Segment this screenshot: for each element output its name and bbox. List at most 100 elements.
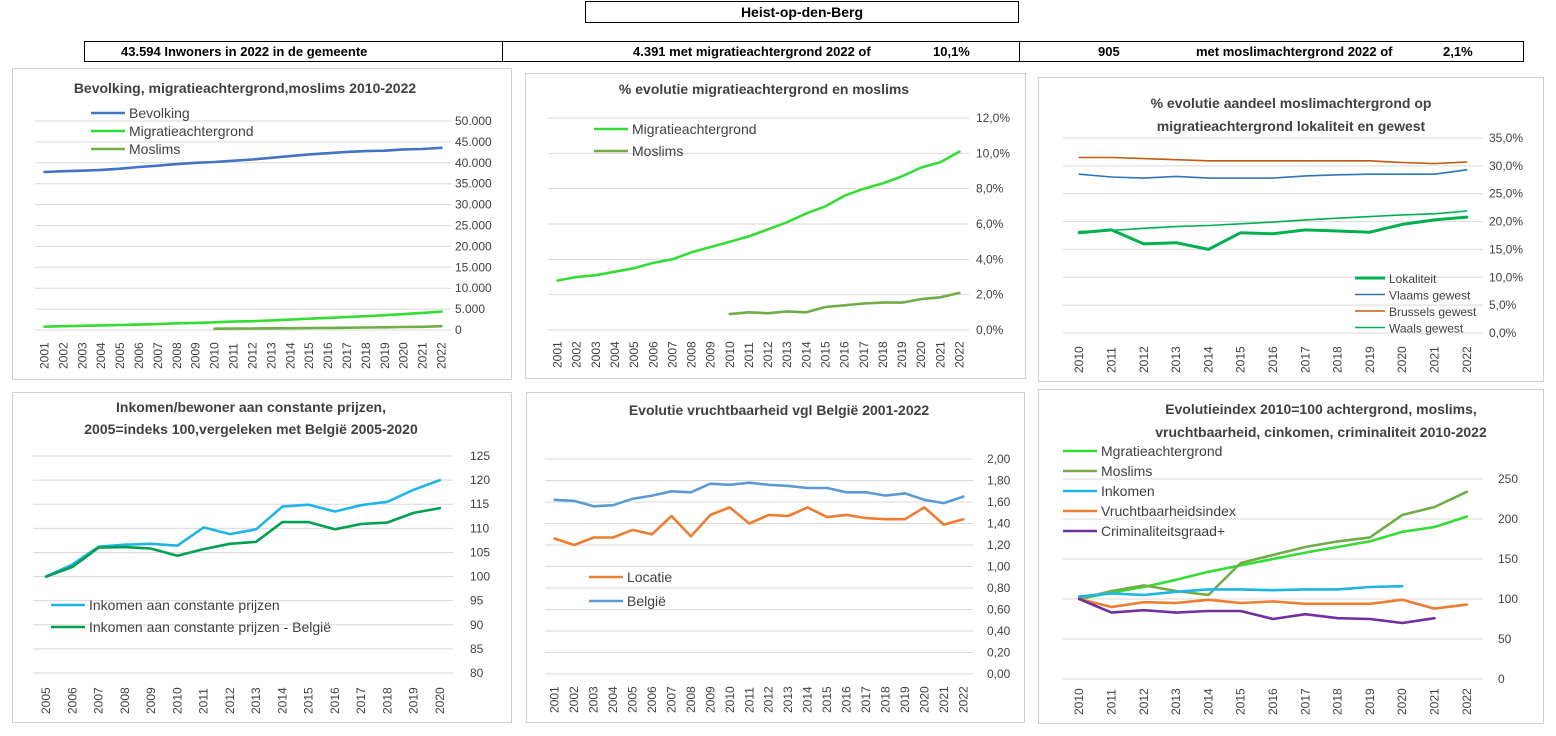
series-line xyxy=(1077,584,1404,598)
x-tick-label: 2003 xyxy=(589,341,603,368)
x-tick-label: 2017 xyxy=(354,687,368,714)
y-tick-label: 8,0% xyxy=(976,182,1004,196)
x-tick-label: 2013 xyxy=(249,687,263,714)
x-tick-label: 2005 xyxy=(627,341,641,368)
x-tick-label: 2010 xyxy=(1072,346,1086,373)
y-tick-label: 25.000 xyxy=(455,219,492,233)
y-tick-label: 15,0% xyxy=(1489,242,1523,256)
y-tick-label: 35.000 xyxy=(455,177,492,191)
y-tick-label: 105 xyxy=(470,545,490,559)
chart-svg: Evolutie vruchtbaarheid vgl België 2001-… xyxy=(545,402,1011,713)
x-tick-label: 2020 xyxy=(1395,688,1409,715)
legend-label: Waals gewest xyxy=(1389,322,1464,336)
x-tick-label: 2017 xyxy=(1298,346,1312,373)
x-tick-label: 2010 xyxy=(208,342,222,369)
legend-label: België xyxy=(627,593,666,609)
chart-pct-migration: % evolutie migratieachtergrond en moslim… xyxy=(525,73,1026,379)
stat-muslim-number: 905 xyxy=(1098,44,1120,59)
legend-label: Migratieachtergrond xyxy=(129,123,254,139)
x-tick-label: 2022 xyxy=(435,342,449,369)
page-title: Heist-op-den-Berg xyxy=(585,1,1019,23)
x-tick-label: 2015 xyxy=(818,341,832,368)
x-tick-label: 2015 xyxy=(302,342,316,369)
y-tick-label: 85 xyxy=(470,642,484,656)
x-tick-label: 2001 xyxy=(37,342,51,369)
y-tick-label: 1,40 xyxy=(987,517,1011,531)
y-tick-label: 100 xyxy=(1498,592,1518,606)
x-tick-label: 2014 xyxy=(275,687,289,714)
x-tick-label: 2002 xyxy=(56,342,70,369)
legend-label: Locatie xyxy=(627,569,672,585)
y-tick-label: 2,00 xyxy=(987,452,1011,466)
y-tick-label: 5,0% xyxy=(1489,298,1517,312)
stat-migration-text: 4.391 met migratieachtergrond 2022 of xyxy=(633,44,871,59)
x-tick-label: 2009 xyxy=(144,687,158,714)
x-tick-label: 2012 xyxy=(1137,346,1151,373)
legend-label: Inkomen aan constante prijzen - België xyxy=(89,619,331,635)
stat-muslim-pct: 2,1% xyxy=(1443,44,1473,59)
series-line xyxy=(1078,169,1468,179)
x-tick-label: 2022 xyxy=(1460,346,1474,373)
x-tick-label: 2007 xyxy=(665,341,679,368)
chart-title: % evolutie aandeel moslimachtergrond op xyxy=(1151,95,1432,111)
y-tick-label: 0,40 xyxy=(987,624,1011,638)
x-tick-label: 2008 xyxy=(685,341,699,368)
legend-label: Moslims xyxy=(129,141,180,157)
x-tick-label: 2012 xyxy=(223,687,237,714)
x-tick-label: 2022 xyxy=(1460,688,1474,715)
series-line xyxy=(43,310,443,328)
x-tick-label: 2018 xyxy=(876,341,890,368)
x-tick-label: 2016 xyxy=(1266,346,1280,373)
x-tick-label: 2017 xyxy=(859,686,873,713)
chart-population: Bevolking, migratieachtergrond,moslims 2… xyxy=(12,68,512,380)
x-tick-label: 2010 xyxy=(1072,688,1086,715)
x-tick-label: 2013 xyxy=(781,686,795,713)
y-tick-label: 45.000 xyxy=(455,135,492,149)
y-tick-label: 30.000 xyxy=(455,198,492,212)
y-tick-label: 10,0% xyxy=(1489,270,1523,284)
y-tick-label: 200 xyxy=(1498,512,1518,526)
x-tick-label: 2004 xyxy=(606,686,620,713)
x-tick-label: 2011 xyxy=(227,343,241,369)
x-tick-label: 2022 xyxy=(956,686,970,713)
y-tick-label: 0,60 xyxy=(987,603,1011,617)
y-tick-label: 1,20 xyxy=(987,538,1011,552)
y-tick-label: 95 xyxy=(470,594,484,608)
legend-label: Criminaliteitsgraad+ xyxy=(1101,523,1225,539)
x-tick-label: 2022 xyxy=(952,341,966,368)
series-line xyxy=(553,506,965,547)
x-tick-label: 2014 xyxy=(799,341,813,368)
chart-title: vruchtbaarheid, cinkomen, criminaliteit … xyxy=(1155,424,1487,440)
x-tick-label: 2011 xyxy=(1104,689,1118,715)
chart-pct-muslim-share: % evolutie aandeel moslimachtergrond op m… xyxy=(1038,77,1544,382)
x-tick-label: 2016 xyxy=(321,342,335,369)
y-tick-label: 0,80 xyxy=(987,581,1011,595)
series-line xyxy=(728,291,961,316)
legend-label: Moslims xyxy=(1101,463,1152,479)
x-tick-label: 2013 xyxy=(264,342,278,369)
x-tick-label: 2017 xyxy=(1298,688,1312,715)
stats-row: 43.594 Inwoners in 2022 in de gemeente 4… xyxy=(84,41,1524,62)
x-tick-label: 2013 xyxy=(1169,346,1183,373)
x-tick-label: 2016 xyxy=(1266,688,1280,715)
x-tick-label: 2014 xyxy=(283,342,297,369)
x-tick-label: 2002 xyxy=(567,686,581,713)
stat-muslim-cell: 905 met moslimachtergrond 2022 of 2,1% xyxy=(1020,42,1523,61)
x-tick-label: 2006 xyxy=(646,341,660,368)
x-tick-label: 2003 xyxy=(75,342,89,369)
x-tick-label: 2021 xyxy=(937,686,951,713)
legend-label: Brussels gewest xyxy=(1389,305,1477,319)
y-tick-label: 30,0% xyxy=(1489,159,1523,173)
x-tick-label: 2008 xyxy=(170,342,184,369)
x-tick-label: 2007 xyxy=(664,686,678,713)
x-tick-label: 2009 xyxy=(704,341,718,368)
x-tick-label: 2018 xyxy=(359,342,373,369)
x-tick-label: 2012 xyxy=(762,686,776,713)
x-tick-label: 2006 xyxy=(132,342,146,369)
x-tick-label: 2018 xyxy=(1331,688,1345,715)
x-tick-label: 2021 xyxy=(416,342,430,369)
x-tick-label: 2011 xyxy=(197,688,211,714)
y-tick-label: 25,0% xyxy=(1489,187,1523,201)
x-tick-label: 2015 xyxy=(302,687,316,714)
chart-title: migratieachtergrond lokaliteit en gewest xyxy=(1157,118,1426,134)
